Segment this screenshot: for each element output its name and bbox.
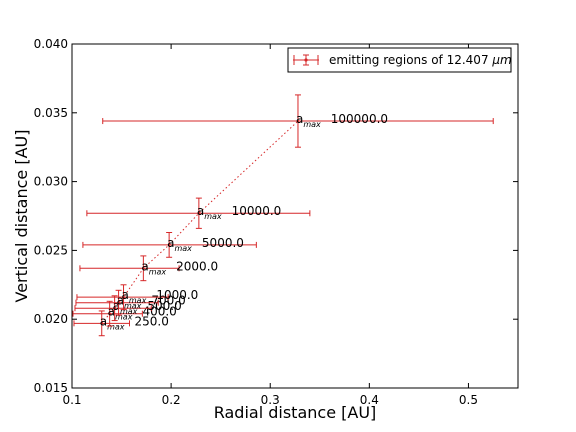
point-label-subscript: max: [124, 302, 142, 311]
point-label-prefix: a: [100, 314, 107, 328]
legend-box: [287, 47, 512, 73]
point-label-value: 1000.0: [156, 288, 198, 302]
y-tick-label: 0.030: [34, 175, 68, 189]
point-label-prefix: a: [141, 259, 148, 273]
point-label-subscript: max: [303, 120, 321, 129]
point-label-value: 250.0: [135, 314, 169, 328]
point-label: amax 100000.0: [296, 112, 388, 129]
data-point: [167, 243, 171, 247]
point-label: amax 5000.0: [167, 236, 244, 253]
point-label-prefix: a: [167, 236, 174, 250]
point-label: amax 1000.0: [122, 288, 199, 305]
data-point: [100, 322, 104, 325]
x-tick-label: 0.4: [360, 393, 379, 407]
y-axis-label: Vertical distance [AU]: [12, 130, 31, 303]
plot-frame: [71, 43, 519, 389]
point-label-subscript: max: [120, 307, 138, 316]
y-tick-label: 0.015: [34, 381, 68, 395]
point-label-prefix: a: [117, 294, 124, 308]
point-label-value: 100000.0: [331, 112, 388, 126]
point-label-subscript: max: [204, 212, 222, 221]
x-tick-label: 0.3: [261, 393, 280, 407]
point-label-prefix: a: [197, 204, 204, 218]
point-label-subscript: max: [115, 313, 133, 322]
legend-series-unit: μm: [491, 53, 511, 67]
y-tick-label: 0.025: [34, 243, 68, 257]
point-label: amax 2000.0: [141, 259, 218, 276]
data-point: [296, 119, 300, 123]
point-label-value: 5000.0: [202, 236, 244, 250]
data-point: [142, 266, 145, 270]
y-tick-label: 0.035: [34, 106, 68, 120]
y-tick-label: 0.040: [34, 37, 68, 51]
plot-area: 0.1 0.2 0.3 0.4 0.5 0.015 0.020 0.025 0.030 0.035…: [34, 37, 519, 407]
y-tick-label: 0.020: [34, 312, 68, 326]
legend-label: emitting regions of 12.407 μm: [329, 53, 512, 67]
data-point: [113, 306, 116, 310]
point-label-subscript: max: [149, 267, 167, 276]
point-label-prefix: a: [296, 112, 303, 126]
legend: emitting regions of 12.407 μm: [287, 47, 512, 73]
data-point: [122, 295, 125, 299]
x-tick-label: 0.2: [162, 393, 181, 407]
legend-marker: [293, 54, 319, 66]
series-line: [101, 120, 299, 324]
point-label: amax 250.0: [100, 314, 169, 331]
point-label-value: 10000.0: [232, 204, 282, 218]
data-point: [197, 211, 201, 215]
data-point: [117, 301, 120, 304]
data-point: [108, 312, 111, 315]
point-label: amax 10000.0: [197, 204, 281, 221]
point-label-subscript: max: [129, 296, 147, 305]
point-label-prefix: a: [113, 299, 120, 313]
point-label-value: 2000.0: [176, 259, 218, 273]
x-axis-label: Radial distance [AU]: [214, 403, 377, 422]
x-tick-label: 0.5: [459, 393, 478, 407]
point-label-subscript: max: [174, 244, 192, 253]
point-label-subscript: max: [107, 322, 125, 331]
legend-series-name: emitting regions of 12.407: [329, 53, 489, 67]
x-tick-label: 0.1: [62, 393, 81, 407]
point-label-prefix: a: [108, 305, 115, 319]
point-label-prefix: a: [122, 288, 129, 302]
